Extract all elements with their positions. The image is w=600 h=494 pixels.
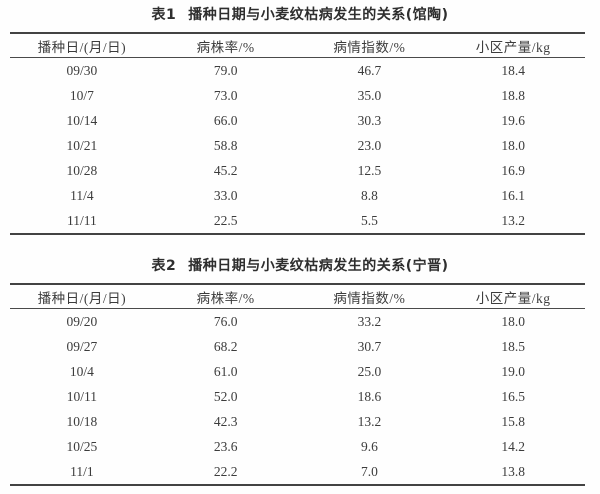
- table-cell: 10/11: [66, 388, 97, 404]
- table-row: 09/20 76.0 33.2 18.0: [10, 309, 585, 335]
- column-header: 小区产量/kg: [441, 33, 585, 58]
- table-cell: 19.6: [501, 112, 525, 128]
- table-row: 10/4 61.0 25.0 19.0: [10, 359, 585, 384]
- table-cell: 58.8: [213, 137, 238, 153]
- table-cell: 22.5: [213, 212, 238, 228]
- table-cell: 16.1: [501, 187, 525, 203]
- table-cell: 15.8: [501, 413, 525, 429]
- header-row: 播种日/(月/日) 病株率/% 病情指数/% 小区产量/kg: [10, 284, 585, 309]
- table-cell: 14.2: [501, 438, 525, 454]
- table-row: 10/21 58.8 23.0 18.0: [10, 133, 585, 158]
- table-cell: 10/4: [69, 363, 94, 379]
- table-cell: 09/27: [66, 338, 98, 354]
- table-cell: 73.0: [213, 87, 238, 103]
- table2: 播种日/(月/日) 病株率/% 病情指数/% 小区产量/kg 09/20 76.0 33.…: [10, 283, 585, 486]
- table-cell: 18.5: [501, 338, 525, 354]
- table-cell: 46.7: [357, 62, 382, 78]
- table-cell: 22.2: [213, 463, 238, 479]
- table-cell: 18.4: [501, 62, 525, 78]
- table-cell: 11/1: [70, 463, 94, 479]
- table-cell: 10/7: [69, 87, 94, 103]
- table-cell: 18.8: [501, 87, 525, 103]
- table1-title-text: 播种日期与小麦纹枯病发生的关系(馆陶): [188, 7, 449, 23]
- table-row: 11/1 22.2 7.0 13.8: [10, 459, 585, 485]
- table-cell: 10/14: [66, 112, 98, 128]
- table-cell: 61.0: [213, 363, 238, 379]
- table-cell: 09/30: [66, 62, 98, 78]
- table-cell: 23.0: [357, 137, 382, 153]
- table-cell: 30.3: [357, 112, 382, 128]
- column-header: 病情指数/%: [297, 33, 442, 58]
- table-row: 10/28 45.2 12.5 16.9: [10, 158, 585, 183]
- table-cell: 12.5: [357, 162, 382, 178]
- table-cell: 10/18: [66, 413, 98, 429]
- table2-section: 表2 播种日期与小麦纹枯病发生的关系(宁晋) 播种日/(月/日) 病株率/% 病情指数…: [0, 257, 600, 486]
- column-header: 播种日/(月/日): [10, 33, 154, 58]
- header-row: 播种日/(月/日) 病株率/% 病情指数/% 小区产量/kg: [10, 33, 585, 58]
- table-cell: 13.2: [501, 212, 525, 228]
- table-row: 10/7 73.0 35.0 18.8: [10, 83, 585, 108]
- table1-header: 播种日/(月/日) 病株率/% 病情指数/% 小区产量/kg: [10, 33, 585, 58]
- table-cell: 52.0: [213, 388, 238, 404]
- table-cell: 10/28: [66, 162, 98, 178]
- table-cell: 68.2: [213, 338, 238, 354]
- table-cell: 18.6: [357, 388, 382, 404]
- column-header: 病株率/%: [153, 33, 298, 58]
- table-row: 10/11 52.0 18.6 16.5: [10, 384, 585, 409]
- table-cell: 45.2: [213, 162, 238, 178]
- table-cell: 79.0: [213, 62, 238, 78]
- table-cell: 9.6: [360, 438, 378, 454]
- table-cell: 35.0: [357, 87, 382, 103]
- table-cell: 11/11: [67, 212, 97, 228]
- table-cell: 33.0: [213, 187, 238, 203]
- table-cell: 16.5: [501, 388, 525, 404]
- table1-section: 表1 播种日期与小麦纹枯病发生的关系(馆陶) 播种日/(月/日) 病株率/% 病情指数…: [0, 6, 600, 235]
- table-cell: 7.0: [360, 463, 378, 479]
- table-row: 11/4 33.0 8.8 16.1: [10, 183, 585, 208]
- table-cell: 10/21: [66, 137, 98, 153]
- table2-title-number: 表2: [151, 258, 177, 274]
- table1-title: 表1 播种日期与小麦纹枯病发生的关系(馆陶): [0, 6, 600, 24]
- table-row: 09/27 68.2 30.7 18.5: [10, 334, 585, 359]
- table1-body: 09/30 79.0 46.7 18.4 10/7 73.0 35.0 18.8 10/14 66…: [10, 58, 585, 235]
- table-cell: 25.0: [357, 363, 382, 379]
- table-cell: 16.9: [501, 162, 525, 178]
- table-cell: 18.0: [501, 313, 525, 329]
- table-cell: 13.2: [357, 413, 382, 429]
- table-cell: 8.8: [360, 187, 378, 203]
- table-cell: 13.8: [501, 463, 525, 479]
- table-cell: 30.7: [357, 338, 382, 354]
- table-row: 09/30 79.0 46.7 18.4: [10, 58, 585, 84]
- table-cell: 23.6: [213, 438, 238, 454]
- table2-body: 09/20 76.0 33.2 18.0 09/27 68.2 30.7 18.5 10/4 61…: [10, 309, 585, 486]
- table1: 播种日/(月/日) 病株率/% 病情指数/% 小区产量/kg 09/30 79.0 46.…: [10, 32, 585, 235]
- column-header: 播种日/(月/日): [10, 284, 154, 309]
- table-cell: 33.2: [357, 313, 382, 329]
- column-header: 病株率/%: [153, 284, 298, 309]
- table-cell: 66.0: [213, 112, 238, 128]
- table-cell: 76.0: [213, 313, 238, 329]
- table-cell: 19.0: [501, 363, 525, 379]
- table2-title-text: 播种日期与小麦纹枯病发生的关系(宁晋): [188, 258, 449, 274]
- table1-title-number: 表1: [151, 7, 177, 23]
- table2-title: 表2 播种日期与小麦纹枯病发生的关系(宁晋): [0, 257, 600, 275]
- table-cell: 11/4: [70, 187, 94, 203]
- table-cell: 09/20: [66, 313, 98, 329]
- table-cell: 18.0: [501, 137, 525, 153]
- column-header: 小区产量/kg: [441, 284, 585, 309]
- table-row: 10/25 23.6 9.6 14.2: [10, 434, 585, 459]
- table-cell: 10/25: [66, 438, 98, 454]
- table-cell: 42.3: [213, 413, 238, 429]
- table-cell: 5.5: [360, 212, 378, 228]
- table-row: 10/18 42.3 13.2 15.8: [10, 409, 585, 434]
- table2-header: 播种日/(月/日) 病株率/% 病情指数/% 小区产量/kg: [10, 284, 585, 309]
- table-row: 10/14 66.0 30.3 19.6: [10, 108, 585, 133]
- column-header: 病情指数/%: [297, 284, 442, 309]
- table-row: 11/11 22.5 5.5 13.2: [10, 208, 585, 234]
